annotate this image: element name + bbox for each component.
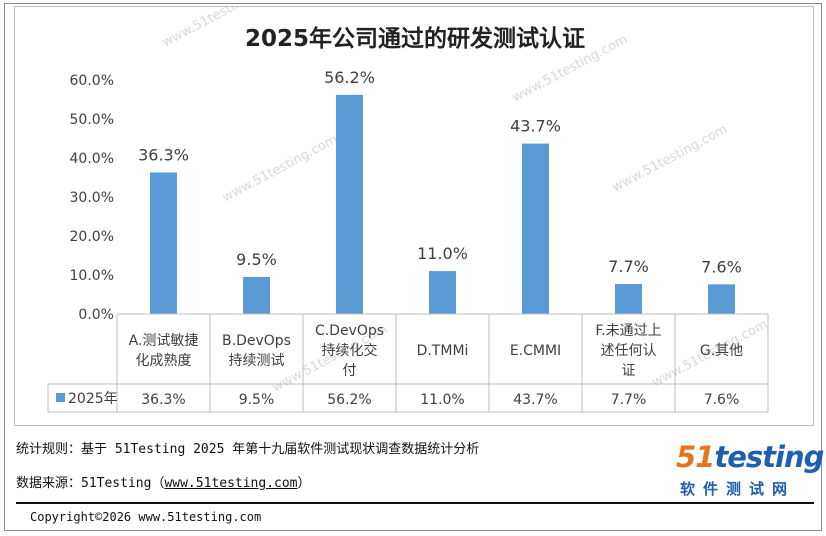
table-value-cell: 7.6% (704, 392, 740, 408)
x-category-label: 持续化交 (322, 342, 378, 359)
bar-chart: www.51testing.comwww.51testing.comwww.51… (47, 7, 770, 413)
bar (243, 276, 270, 314)
x-category-label: G.其他 (700, 343, 743, 359)
y-tick-label: 0.0% (78, 307, 114, 323)
y-tick-label: 30.0% (70, 190, 114, 206)
table-value-cell: 7.7% (611, 392, 647, 408)
logo-subtitle: 软件测试网 (680, 480, 796, 498)
y-tick-label: 40.0% (70, 151, 114, 167)
x-category-label: 述任何认 (601, 343, 657, 359)
bar (522, 143, 549, 314)
legend-key (56, 393, 65, 402)
data-source-prefix: 数据来源：51Testing（ (16, 476, 165, 491)
x-category-label: C.DevOps (315, 323, 384, 339)
outer-frame (4, 3, 822, 531)
watermark-text: www.51testing.com (610, 122, 730, 195)
bar (336, 94, 363, 314)
x-category-label: 化成熟度 (136, 353, 192, 369)
bar-data-label: 43.7% (510, 117, 561, 136)
x-category-label: 持续测试 (229, 352, 285, 369)
x-category-label: 证 (622, 363, 636, 379)
footer-divider (16, 502, 814, 504)
bar-data-label: 56.2% (324, 68, 375, 87)
statistics-rule: 统计规则：基于 51Testing 2025 年第十九届软件测试现状调查数据统计… (16, 442, 480, 457)
bar (150, 172, 177, 314)
table-value-cell: 9.5% (239, 392, 275, 408)
y-tick-label: 50.0% (70, 112, 114, 128)
chart-title: 2025年公司通过的研发测试认证 (245, 25, 585, 52)
table-value-cell: 56.2% (327, 392, 371, 408)
bar (615, 283, 642, 314)
y-tick-label: 10.0% (70, 268, 114, 284)
x-category-label: B.DevOps (222, 333, 291, 349)
data-source-suffix: ） (297, 476, 311, 491)
51testing-logo: 51testing 软件测试网 (676, 440, 824, 498)
x-category-label: A.测试敏捷 (129, 333, 199, 349)
watermark-text: www.51testing.com (220, 132, 340, 205)
bar-data-label: 7.6% (701, 257, 742, 276)
x-category-label: F.未通过上 (595, 323, 661, 339)
y-tick-label: 60.0% (70, 73, 114, 89)
y-tick-label: 20.0% (70, 229, 114, 245)
table-value-cell: 11.0% (420, 392, 464, 408)
data-source: 数据来源：51Testing（www.51testing.com） (16, 472, 311, 491)
bar-data-label: 11.0% (417, 244, 468, 263)
bar (429, 271, 456, 314)
bar-data-label: 7.7% (608, 257, 649, 276)
logo-wordmark: 51testing (676, 440, 824, 474)
legend-series-name: 2025年 (68, 391, 118, 407)
bar (708, 284, 735, 314)
x-category-label: E.CMMI (510, 343, 561, 359)
x-category-label: 付 (343, 363, 357, 379)
table-value-cell: 36.3% (141, 392, 185, 408)
x-category-label: D.TMMi (417, 343, 469, 359)
bar-data-label: 9.5% (236, 250, 277, 269)
copyright: Copyright©2026 www.51testing.com (30, 510, 262, 524)
bar-data-label: 36.3% (138, 145, 189, 164)
chart-area: www.51testing.com www.51testing.com www.51… (14, 6, 814, 426)
data-source-link[interactable]: www.51testing.com (164, 476, 298, 491)
table-value-cell: 43.7% (513, 392, 557, 408)
